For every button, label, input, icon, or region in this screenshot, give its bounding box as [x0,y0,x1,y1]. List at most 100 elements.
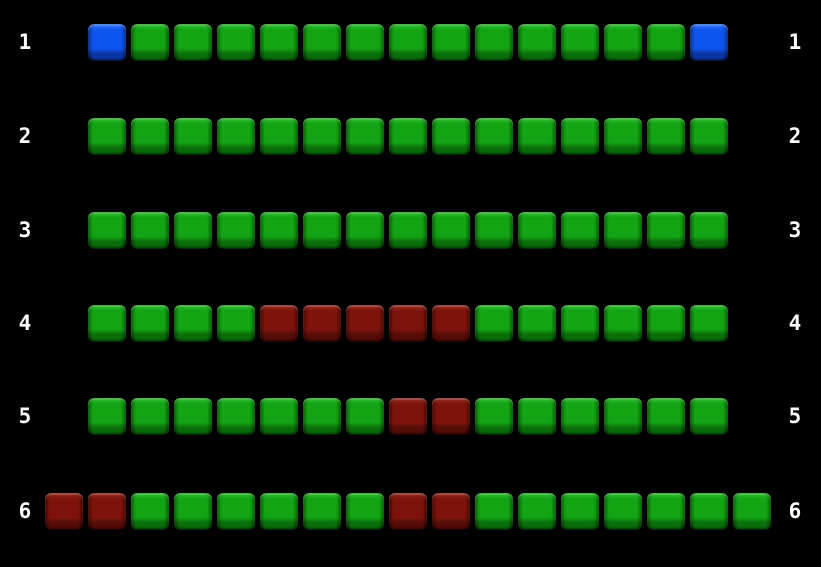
block-green[interactable] [647,305,685,342]
block-green[interactable] [217,24,255,61]
block-green[interactable] [690,212,728,249]
block-green[interactable] [260,118,298,155]
row-label-left-2: 2 [18,124,32,148]
block-green[interactable] [647,24,685,61]
block-green[interactable] [518,493,556,530]
block-green[interactable] [303,118,341,155]
block-green[interactable] [518,398,556,435]
block-green[interactable] [174,24,212,61]
block-green[interactable] [647,212,685,249]
block-green[interactable] [260,398,298,435]
block-green[interactable] [604,305,642,342]
block-green[interactable] [561,305,599,342]
block-green[interactable] [389,212,427,249]
block-green[interactable] [131,398,169,435]
block-red[interactable] [389,305,427,342]
block-green[interactable] [303,212,341,249]
block-green[interactable] [346,212,384,249]
block-green[interactable] [604,493,642,530]
block-green[interactable] [518,305,556,342]
block-red[interactable] [432,398,470,435]
block-green[interactable] [432,212,470,249]
block-green[interactable] [174,493,212,530]
block-green[interactable] [561,118,599,155]
block-green[interactable] [518,118,556,155]
block-green[interactable] [389,24,427,61]
block-green[interactable] [217,493,255,530]
block-green[interactable] [518,24,556,61]
row-label-left-4: 4 [18,311,32,335]
block-green[interactable] [217,305,255,342]
block-green[interactable] [690,305,728,342]
block-green[interactable] [647,398,685,435]
block-red[interactable] [432,305,470,342]
block-green[interactable] [174,212,212,249]
block-green[interactable] [260,493,298,530]
block-green[interactable] [346,118,384,155]
block-green[interactable] [217,212,255,249]
block-green[interactable] [346,398,384,435]
block-green[interactable] [174,118,212,155]
block-red[interactable] [346,305,384,342]
block-green[interactable] [561,212,599,249]
block-blue[interactable] [690,24,728,61]
block-red[interactable] [389,398,427,435]
block-green[interactable] [475,118,513,155]
block-green[interactable] [561,398,599,435]
block-green[interactable] [475,398,513,435]
block-green[interactable] [475,493,513,530]
block-green[interactable] [88,118,126,155]
block-green[interactable] [303,398,341,435]
row-label-right-3: 3 [788,218,802,242]
block-green[interactable] [604,398,642,435]
block-green[interactable] [432,118,470,155]
block-green[interactable] [604,24,642,61]
row-label-right-5: 5 [788,404,802,428]
block-green[interactable] [217,398,255,435]
block-green[interactable] [475,305,513,342]
block-green[interactable] [647,118,685,155]
block-green[interactable] [518,212,556,249]
block-green[interactable] [346,493,384,530]
block-green[interactable] [131,212,169,249]
block-green[interactable] [647,493,685,530]
block-green[interactable] [389,118,427,155]
block-red[interactable] [432,493,470,530]
block-red[interactable] [303,305,341,342]
block-green[interactable] [690,493,728,530]
block-green[interactable] [217,118,255,155]
block-green[interactable] [88,212,126,249]
block-green[interactable] [131,118,169,155]
block-red[interactable] [88,493,126,530]
block-green[interactable] [346,24,384,61]
block-green[interactable] [260,212,298,249]
block-green[interactable] [131,493,169,530]
block-green[interactable] [733,493,771,530]
block-green[interactable] [131,305,169,342]
block-green[interactable] [88,398,126,435]
block-green[interactable] [260,24,298,61]
block-green[interactable] [561,493,599,530]
block-green[interactable] [174,305,212,342]
block-green[interactable] [604,118,642,155]
block-green[interactable] [690,398,728,435]
row-label-right-1: 1 [788,30,802,54]
block-green[interactable] [303,24,341,61]
block-green[interactable] [475,212,513,249]
block-green[interactable] [174,398,212,435]
block-blue[interactable] [88,24,126,61]
block-green[interactable] [604,212,642,249]
block-green[interactable] [432,24,470,61]
row-label-left-3: 3 [18,218,32,242]
block-red[interactable] [260,305,298,342]
block-red[interactable] [389,493,427,530]
block-green[interactable] [690,118,728,155]
block-green[interactable] [88,305,126,342]
row-label-right-6: 6 [788,499,802,523]
block-red[interactable] [45,493,83,530]
block-green[interactable] [475,24,513,61]
row-label-left-6: 6 [18,499,32,523]
block-green[interactable] [561,24,599,61]
block-green[interactable] [303,493,341,530]
block-green[interactable] [131,24,169,61]
